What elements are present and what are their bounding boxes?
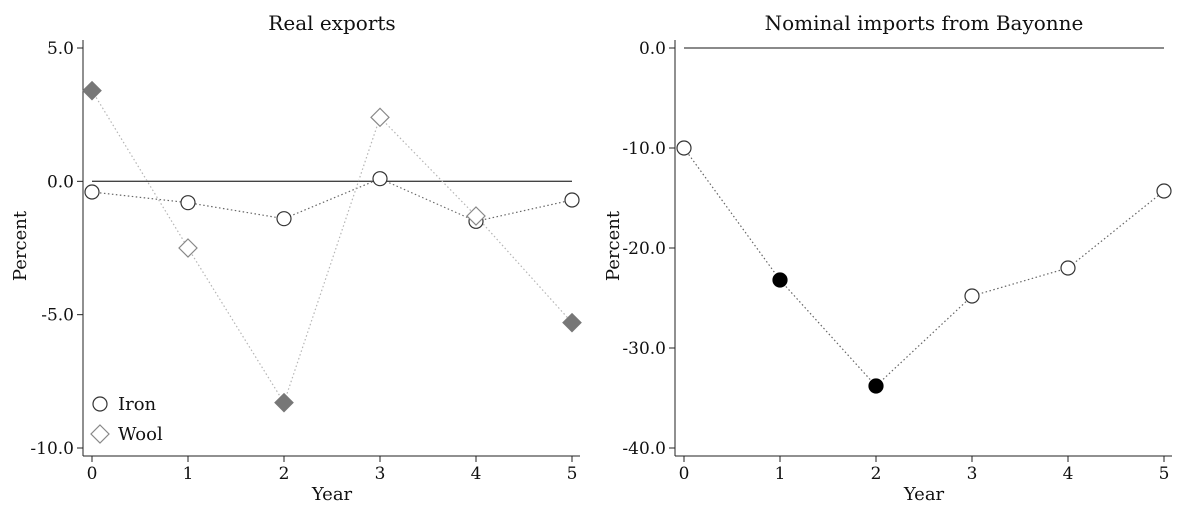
x-tick-label: 3 bbox=[967, 464, 978, 484]
data-point-wool-0 bbox=[82, 80, 102, 101]
data-point-iron-5 bbox=[564, 192, 580, 208]
legend-marker-iron bbox=[92, 396, 108, 412]
x-tick-label: 1 bbox=[775, 464, 786, 484]
data-point-wool-3 bbox=[370, 107, 390, 128]
x-tick-label: 2 bbox=[871, 464, 882, 484]
y-tick-label: -30.0 bbox=[622, 339, 666, 359]
chart-title: Nominal imports from Bayonne bbox=[765, 11, 1084, 35]
data-point-iron-1 bbox=[180, 195, 196, 211]
data-point-wool-5 bbox=[562, 312, 582, 333]
x-tick-label: 4 bbox=[471, 464, 482, 484]
chart-panel-2: Nominal imports from Bayonne 0.0 -10.0 -20.… bbox=[603, 11, 1172, 505]
data-point-wool-2 bbox=[274, 392, 294, 413]
y-tick-label: 0.0 bbox=[639, 39, 666, 59]
legend-label-iron: Iron bbox=[118, 394, 157, 415]
series-line-wool bbox=[91, 90, 573, 405]
y-tick-label: -20.0 bbox=[622, 239, 666, 259]
x-tick-label: 0 bbox=[679, 464, 690, 484]
y-axis-label: Percent bbox=[10, 210, 31, 281]
data-point-imports-1 bbox=[772, 272, 788, 288]
y-axis-label: Percent bbox=[603, 210, 624, 281]
x-tick-label: 0 bbox=[87, 464, 98, 484]
y-tick-label: -10.0 bbox=[622, 139, 666, 159]
data-point-imports-2 bbox=[868, 378, 884, 394]
data-point-imports-0 bbox=[676, 140, 692, 156]
chart-panel-1: Real exports 5.0 0.0 -5.0 -10.0 0 1 2 3 4 5 Year Per… bbox=[10, 11, 582, 505]
data-point-imports-4 bbox=[1060, 260, 1076, 276]
x-tick-label: 1 bbox=[183, 464, 194, 484]
chart-title: Real exports bbox=[268, 11, 395, 35]
x-tick-label: 5 bbox=[1159, 464, 1170, 484]
x-tick-label: 3 bbox=[375, 464, 386, 484]
data-point-imports-5 bbox=[1156, 183, 1172, 199]
legend: Iron Wool bbox=[90, 394, 163, 445]
x-axis-label: Year bbox=[903, 484, 945, 505]
data-point-iron-2 bbox=[276, 211, 292, 227]
y-tick-label: 5.0 bbox=[47, 39, 74, 59]
y-tick-label: 0.0 bbox=[47, 172, 74, 192]
legend-label-wool: Wool bbox=[118, 424, 163, 445]
x-tick-label: 4 bbox=[1063, 464, 1074, 484]
data-point-imports-3 bbox=[964, 288, 980, 304]
data-point-wool-4 bbox=[466, 206, 486, 226]
series-line-iron bbox=[91, 178, 573, 222]
x-tick-label: 2 bbox=[279, 464, 290, 484]
x-tick-label: 5 bbox=[567, 464, 578, 484]
y-tick-label: -10.0 bbox=[30, 439, 74, 459]
series-line-imports bbox=[683, 147, 1165, 387]
data-point-iron-0 bbox=[84, 184, 100, 200]
data-point-wool-1 bbox=[178, 238, 198, 258]
y-tick-label: -40.0 bbox=[622, 439, 666, 459]
legend-marker-wool bbox=[90, 424, 110, 444]
x-axis-label: Year bbox=[311, 484, 353, 505]
data-point-iron-3 bbox=[372, 171, 388, 187]
y-tick-label: -5.0 bbox=[41, 306, 74, 326]
